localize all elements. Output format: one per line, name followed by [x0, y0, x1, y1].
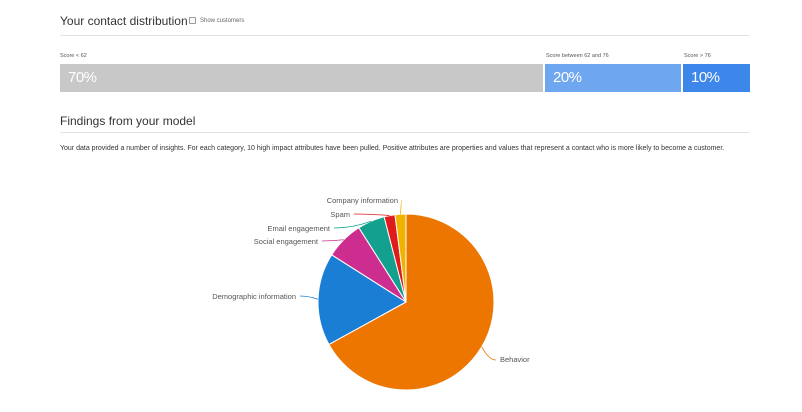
pie-slice-company-information[interactable]	[394, 213, 407, 303]
pie-label: Behavior	[500, 355, 530, 364]
pie-label: Demographic information	[212, 292, 296, 301]
pie-leader-line	[333, 220, 372, 229]
segment-value-high: 10%	[691, 69, 720, 86]
pie-leader-line	[299, 295, 319, 300]
segment-label-mid: Score between 62 and 76	[546, 53, 609, 59]
segment-label-low: Score < 62	[60, 53, 87, 59]
pie-label: Company information	[327, 196, 398, 205]
pie-leader-line	[353, 213, 390, 216]
show-customers-toggle[interactable]: Show customers	[189, 17, 244, 24]
distribution-title: Your contact distribution	[60, 14, 188, 28]
show-customers-checkbox[interactable]	[189, 17, 196, 24]
findings-description: Your data provided a number of insights.…	[60, 145, 725, 152]
pie-leader-line	[400, 199, 403, 215]
findings-title: Findings from your model	[60, 114, 196, 128]
show-customers-label: Show customers	[200, 17, 245, 24]
distribution-header: Your contact distribution Show customers	[60, 14, 750, 36]
findings-header: Findings from your model	[60, 114, 750, 133]
segment-bar-high: 10%	[683, 64, 750, 92]
segment-label-high: Score > 76	[684, 53, 711, 59]
pie-slice-demographic-information[interactable]	[317, 254, 407, 346]
pie-label: Spam	[330, 210, 350, 219]
pie-leader-line	[481, 346, 497, 361]
pie-label: Social engagement	[254, 237, 319, 246]
segment-value-low: 70%	[68, 69, 97, 86]
pie-label: Email engagement	[267, 224, 330, 233]
segment-bar-mid: 20%	[545, 64, 681, 92]
segment-value-mid: 20%	[553, 69, 582, 86]
segment-bar-low: 70%	[60, 64, 543, 92]
pie-leader-line	[321, 239, 344, 242]
